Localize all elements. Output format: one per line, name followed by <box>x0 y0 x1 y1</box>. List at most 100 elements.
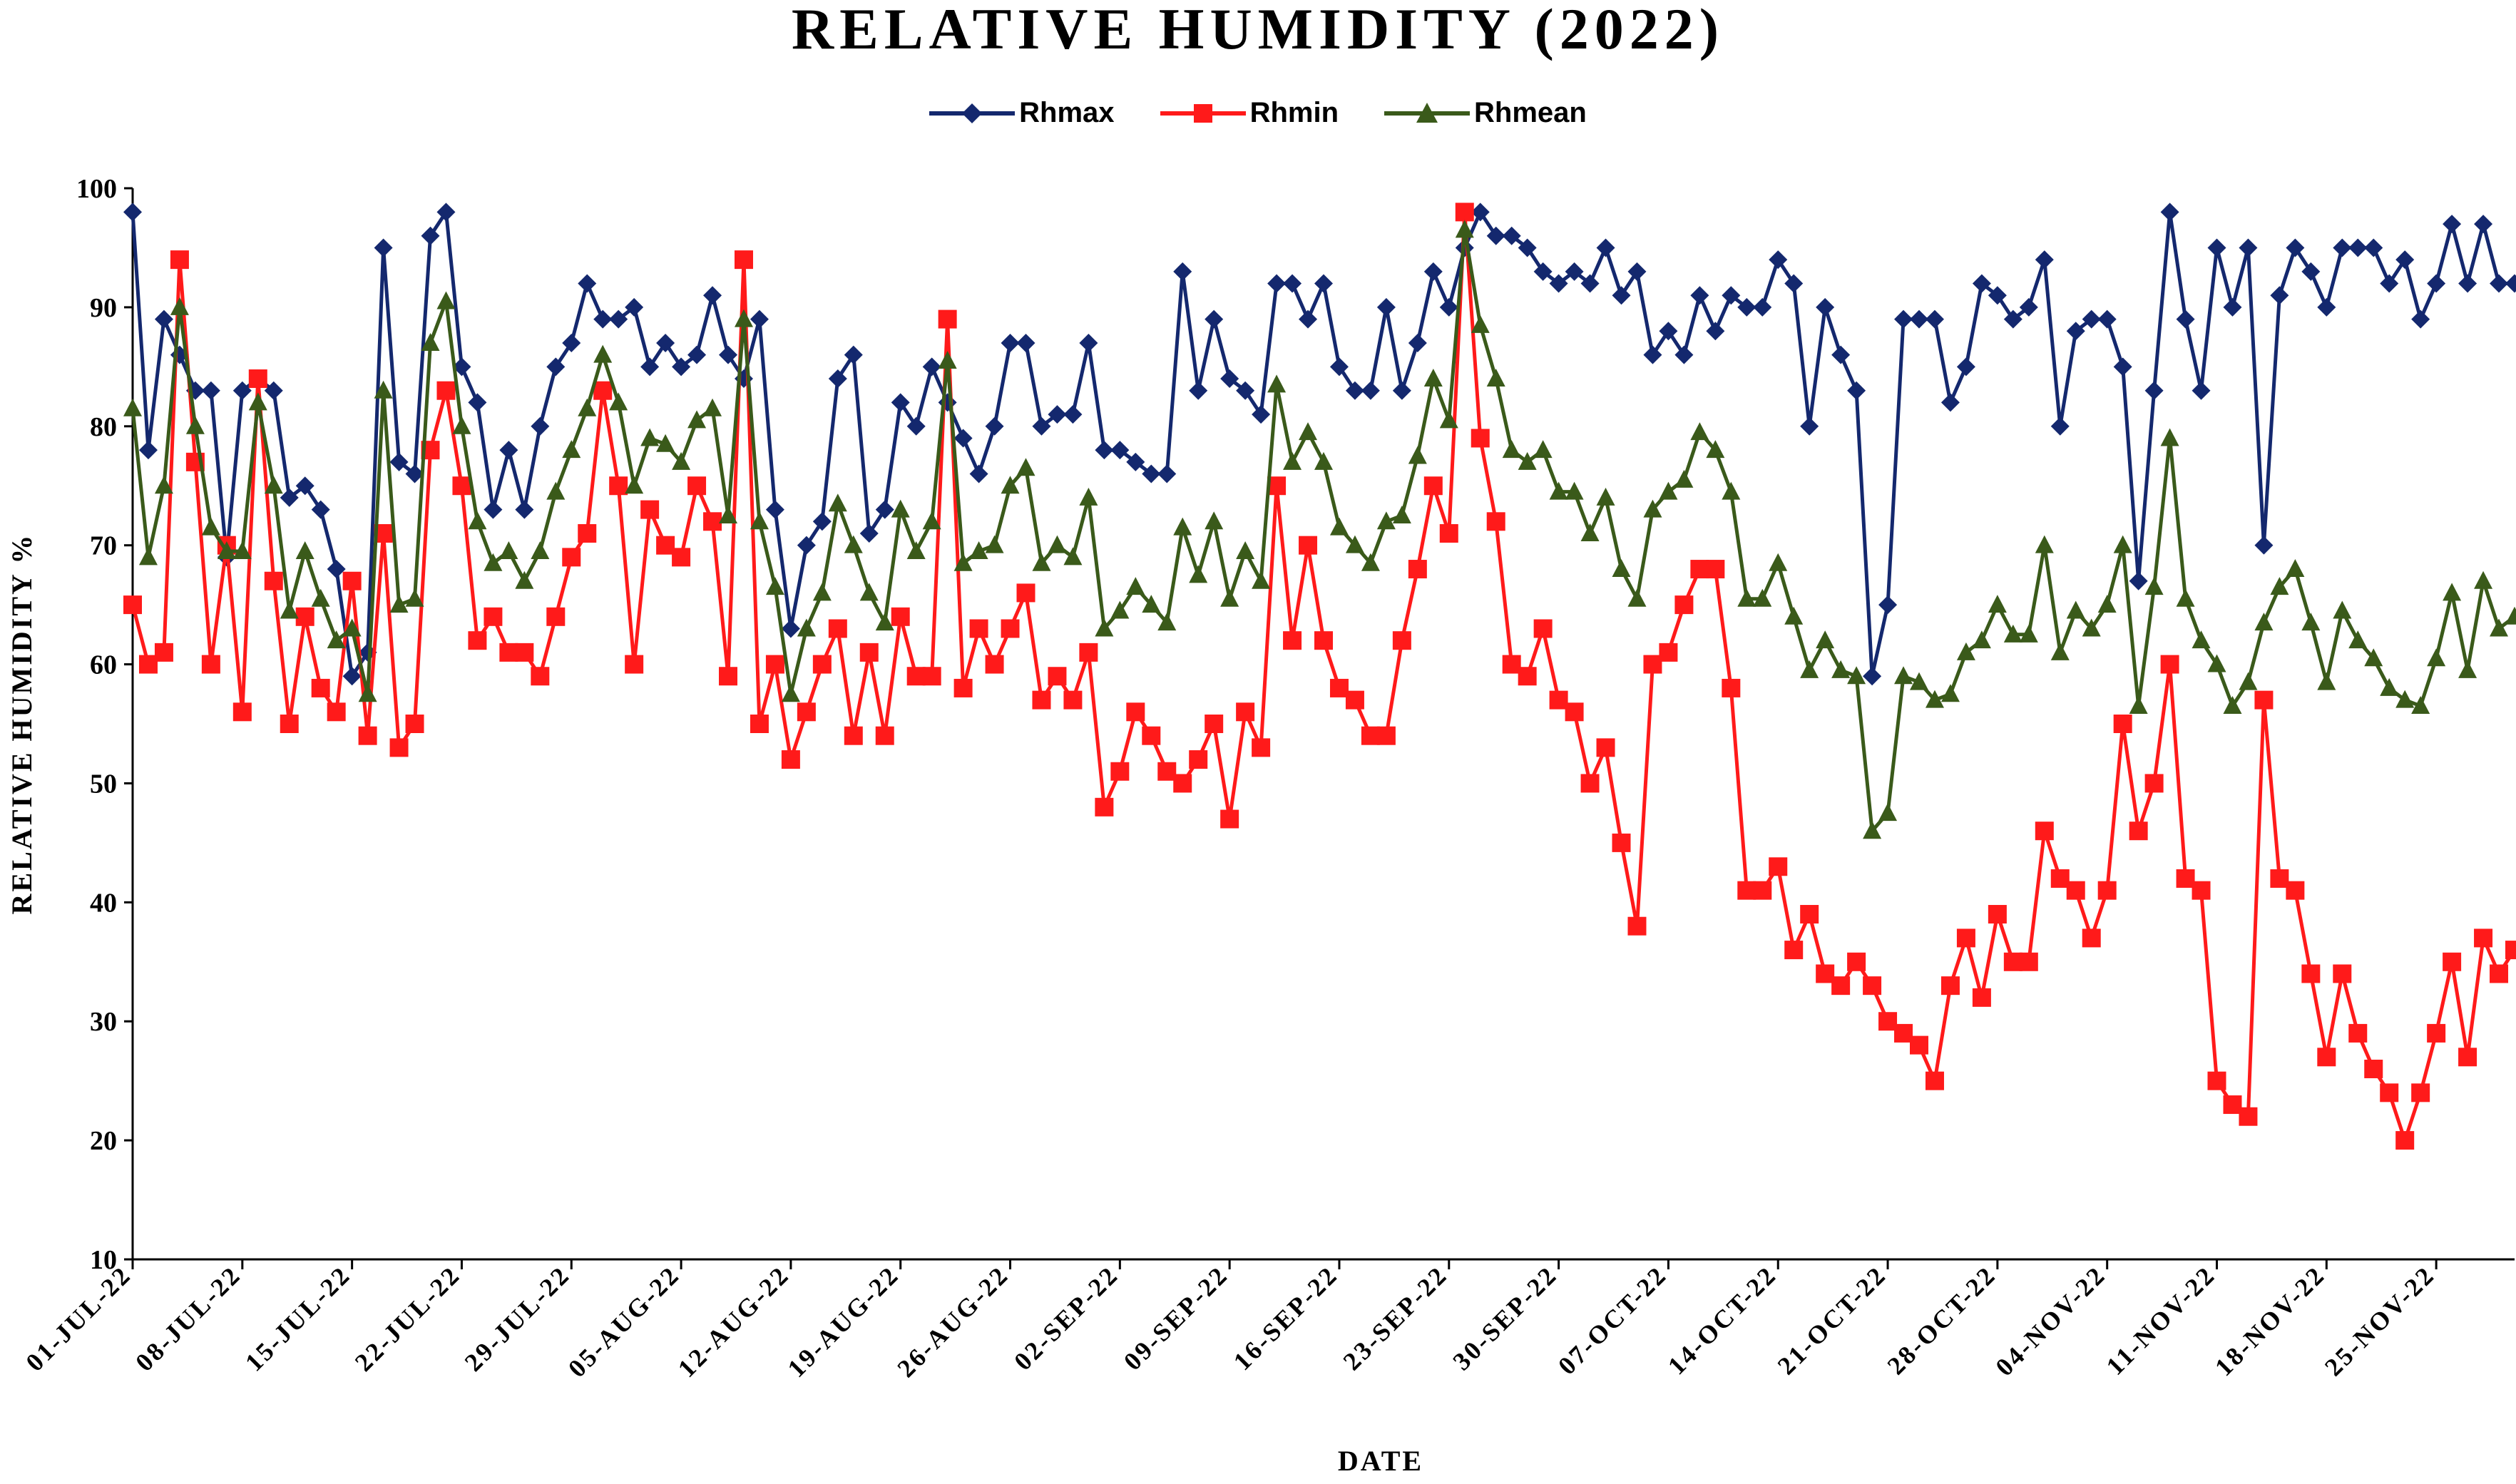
point-rhmin <box>938 309 957 329</box>
point-rhmax <box>1016 333 1035 352</box>
point-rhmin <box>358 726 377 745</box>
point-rhmean <box>1518 451 1537 470</box>
point-rhmean <box>1016 458 1035 476</box>
point-rhmin <box>1831 976 1851 996</box>
point-rhmax <box>1612 286 1631 305</box>
point-rhmin <box>1816 964 1835 983</box>
point-rhmin <box>1252 738 1271 757</box>
legend-swatch-rhmin <box>1160 103 1246 123</box>
point-rhmin <box>859 643 879 662</box>
point-rhmean <box>2035 535 2054 553</box>
point-rhmin <box>389 738 409 757</box>
point-rhmax <box>1142 464 1161 483</box>
point-rhmin <box>2364 1059 2383 1078</box>
point-rhmin <box>311 678 330 697</box>
point-rhmin <box>1095 797 1114 817</box>
point-rhmean <box>1314 451 1333 470</box>
point-rhmean <box>1361 553 1380 571</box>
point-rhmean <box>374 380 393 399</box>
point-rhmax <box>562 333 581 352</box>
point-rhmax <box>1737 297 1756 317</box>
point-rhmin <box>1612 833 1631 852</box>
point-rhmean <box>1565 481 1584 500</box>
x-tick-label: 16-SEP-22 <box>1228 1260 1344 1376</box>
point-rhmin <box>1110 762 1130 781</box>
point-rhmean <box>311 588 330 607</box>
point-rhmax <box>1502 226 1521 245</box>
point-rhmean <box>2505 606 2516 625</box>
point-rhmin <box>1549 690 1568 710</box>
point-rhmin <box>515 643 534 662</box>
point-rhmax <box>232 381 252 400</box>
point-rhmin <box>828 619 847 638</box>
point-rhmax <box>484 500 503 519</box>
point-rhmean <box>1236 541 1255 560</box>
point-rhmin <box>797 702 816 722</box>
point-rhmean <box>185 416 205 434</box>
point-rhmax <box>781 619 800 638</box>
point-rhmax <box>1095 441 1114 460</box>
point-rhmin <box>405 715 424 733</box>
point-rhmean <box>781 684 800 702</box>
point-rhmean <box>2474 570 2493 589</box>
point-rhmean <box>828 493 847 512</box>
x-tick-label: 23-SEP-22 <box>1338 1260 1453 1376</box>
point-rhmean <box>625 476 644 494</box>
point-rhmean <box>2301 613 2321 631</box>
point-rhmax <box>1956 357 1975 377</box>
point-rhmin <box>1236 702 1255 722</box>
point-rhmean <box>2348 630 2368 649</box>
point-rhmin <box>1769 857 1788 876</box>
point-rhmax <box>656 333 675 352</box>
point-rhmean <box>1816 630 1835 649</box>
point-rhmean <box>1189 565 1208 583</box>
x-tick-label: 11-NOV-22 <box>2101 1260 2221 1381</box>
point-rhmin <box>687 476 707 496</box>
point-rhmax <box>2301 262 2321 281</box>
point-rhmean <box>1580 523 1600 541</box>
point-rhmax <box>2160 203 2179 222</box>
point-rhmax <box>672 357 691 377</box>
point-rhmin <box>2474 928 2493 948</box>
point-rhmax <box>1173 262 1192 281</box>
point-rhmean <box>1173 517 1192 536</box>
point-rhmean <box>1643 499 1662 518</box>
point-rhmin <box>1392 631 1411 650</box>
point-rhmean <box>1220 588 1239 607</box>
point-rhmax <box>1314 274 1333 293</box>
point-rhmean <box>1800 660 1819 678</box>
point-rhmax <box>1722 286 1741 305</box>
point-rhmin <box>593 381 613 400</box>
point-rhmin <box>201 655 220 674</box>
point-rhmin <box>1486 512 1505 531</box>
point-rhmax <box>1565 262 1584 281</box>
legend-swatch-rhmax <box>929 103 1016 123</box>
point-rhmean <box>1612 559 1631 578</box>
x-tick-label: 04-NOV-22 <box>1990 1260 2111 1381</box>
point-rhmax <box>1925 309 1944 329</box>
point-rhmin <box>452 476 471 496</box>
point-rhmax <box>123 203 142 222</box>
point-rhmin <box>1079 643 1098 662</box>
x-tick-label: 28-OCT-22 <box>1881 1260 2001 1380</box>
point-rhmax <box>1533 262 1553 281</box>
point-rhmean <box>2113 535 2132 553</box>
point-rhmin <box>1205 715 1224 733</box>
point-rhmax <box>1205 309 1224 329</box>
point-rhmax <box>468 393 487 412</box>
point-rhmax <box>1189 381 1208 400</box>
point-rhmin <box>1659 643 1678 662</box>
point-rhmax <box>2239 238 2258 257</box>
point-rhmax <box>1518 238 1537 257</box>
point-rhmin <box>1722 678 1741 697</box>
point-rhmax <box>1283 274 1302 293</box>
point-rhmean <box>452 416 471 434</box>
point-rhmin <box>2270 869 2289 888</box>
point-rhmean <box>327 630 346 649</box>
point-rhmin <box>1878 1012 1898 1031</box>
point-rhmax <box>875 500 894 519</box>
point-rhmin <box>1455 203 1474 222</box>
point-rhmax <box>765 500 784 519</box>
point-rhmin <box>2176 869 2195 888</box>
point-rhmax <box>2254 536 2274 555</box>
